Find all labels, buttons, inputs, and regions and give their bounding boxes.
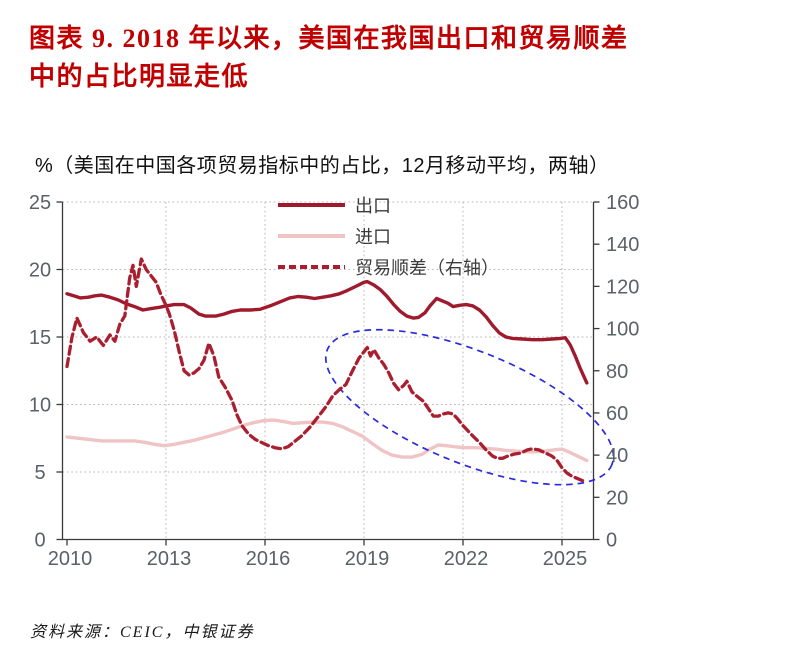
right-axis-label-140: 140 <box>606 234 639 256</box>
x-axis-label-2010: 2010 <box>48 548 93 570</box>
left-axis-label-20: 20 <box>29 260 51 282</box>
chart-subtitle: %（美国在中国各项贸易指标中的占比，12月移动平均，两轴） <box>35 155 610 177</box>
export-line <box>65 279 589 385</box>
left-axis-label-15: 15 <box>29 327 51 349</box>
x-axis-label-2013: 2013 <box>147 548 192 570</box>
source-note: 资料来源：CEIC，中银证券 <box>30 624 255 641</box>
right-axis-label-120: 120 <box>606 276 639 298</box>
right-axis-label-60: 60 <box>606 403 628 425</box>
chart-legend: 出口 进口 贸易顺差（右轴） <box>278 189 499 282</box>
left-axis-label-0: 0 <box>34 530 45 552</box>
x-axis-label-2025: 2025 <box>543 548 588 570</box>
x-axis-label-2022: 2022 <box>444 548 489 570</box>
legend-label-import: 进口 <box>355 226 391 247</box>
decline-highlight-ellipse <box>324 328 615 486</box>
import-line <box>65 418 589 463</box>
right-axis-label-100: 100 <box>606 319 639 341</box>
legend-row-export: 出口 <box>278 189 499 220</box>
legend-label-export: 出口 <box>355 195 391 216</box>
legend-row-import: 进口 <box>278 220 499 251</box>
export-line-swatch <box>278 202 345 207</box>
x-axis-label-2016: 2016 <box>246 548 291 570</box>
trade-surplus-line <box>65 257 589 484</box>
left-axis-label-5: 5 <box>34 462 45 484</box>
surplus-line-swatch <box>278 264 345 269</box>
figure-title: 图表 9. 2018 年以来，美国在我国出口和贸易顺差 中的占比明显走低 <box>29 24 629 91</box>
right-axis-label-40: 40 <box>606 445 628 467</box>
right-axis-label-160: 160 <box>606 192 639 214</box>
right-axis-label-0: 0 <box>606 530 617 552</box>
left-axis-label-25: 25 <box>29 192 51 214</box>
x-axis-label-2019: 2019 <box>345 548 390 570</box>
legend-label-surplus: 贸易顺差（右轴） <box>355 257 499 278</box>
right-axis-label-20: 20 <box>606 487 628 509</box>
left-axis-label-10: 10 <box>29 395 51 417</box>
right-axis-label-80: 80 <box>606 361 628 383</box>
import-line-swatch <box>278 233 345 238</box>
legend-row-surplus: 贸易顺差（右轴） <box>278 251 499 282</box>
